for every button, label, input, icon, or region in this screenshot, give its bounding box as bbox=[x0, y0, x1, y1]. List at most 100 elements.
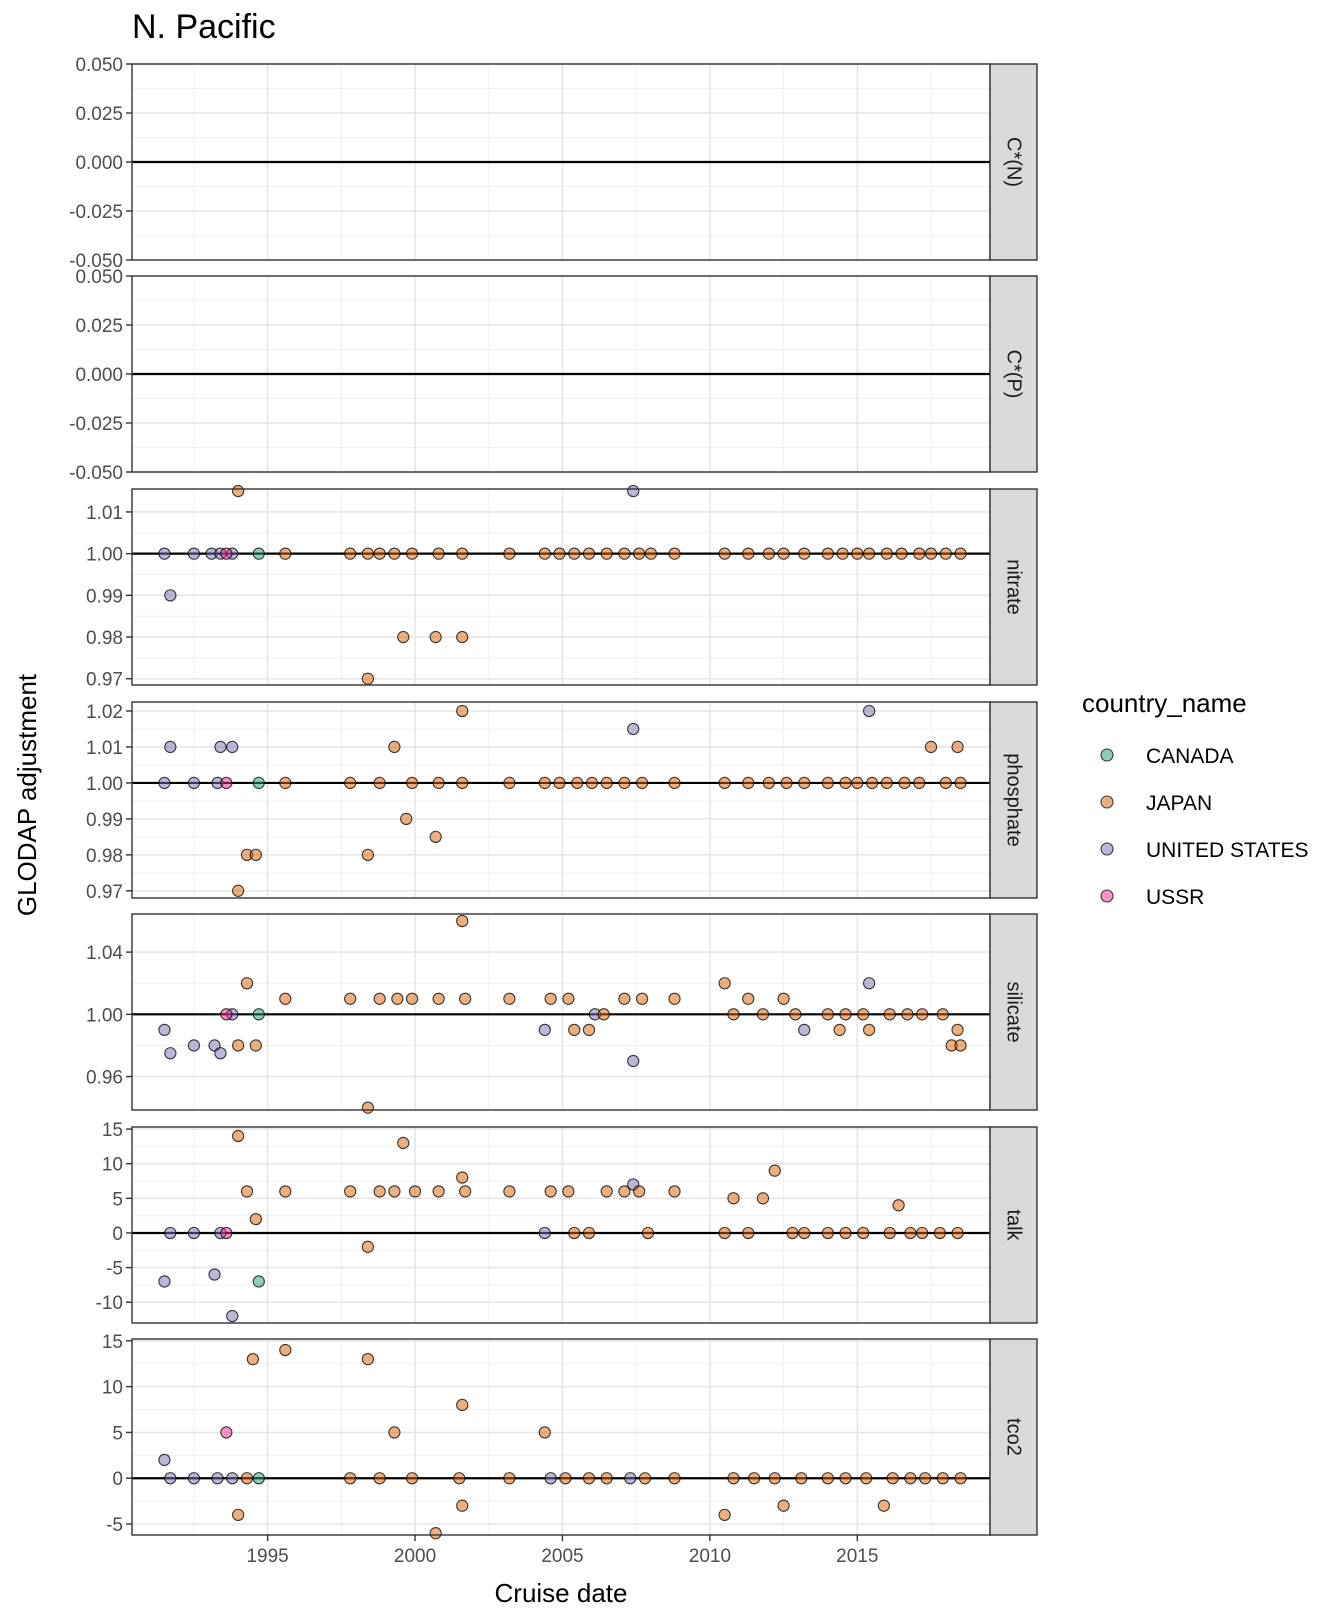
data-point-japan bbox=[916, 1008, 929, 1021]
data-point-japan bbox=[397, 630, 410, 644]
data-point-japan bbox=[231, 1508, 245, 1522]
data-point-japan bbox=[742, 547, 755, 560]
data-point-japan bbox=[373, 1185, 386, 1198]
data-point-japan bbox=[780, 776, 793, 790]
data-point-japan bbox=[635, 776, 649, 790]
facet-panels: 0.0500.0250.000-0.025-0.050C*(N)0.0500.0… bbox=[69, 55, 1038, 1540]
data-point-japan bbox=[668, 1472, 681, 1485]
data-point-japan bbox=[391, 992, 404, 1005]
data-point-united-states bbox=[627, 1054, 640, 1068]
y-tick-label: 0.050 bbox=[75, 55, 123, 76]
data-point-japan bbox=[373, 992, 386, 1005]
data-point-japan bbox=[886, 1472, 899, 1485]
data-point-japan bbox=[641, 1226, 655, 1240]
data-point-japan bbox=[857, 1226, 870, 1240]
data-point-japan bbox=[821, 1472, 834, 1485]
data-point-japan bbox=[459, 1185, 472, 1198]
data-point-japan bbox=[456, 547, 469, 560]
data-point-japan bbox=[635, 992, 649, 1005]
legend-item-ussr: USSR bbox=[1100, 886, 1204, 909]
data-point-japan bbox=[904, 1226, 917, 1240]
data-point-japan bbox=[344, 776, 357, 790]
data-point-japan bbox=[939, 776, 952, 790]
data-point-japan bbox=[459, 992, 472, 1005]
facet-strip bbox=[989, 488, 1038, 686]
data-point-japan bbox=[718, 547, 731, 560]
legend-key bbox=[1100, 889, 1114, 903]
data-point-japan bbox=[883, 1226, 896, 1240]
data-point-japan bbox=[582, 1023, 596, 1037]
data-point-canada bbox=[252, 1472, 265, 1485]
data-point-japan bbox=[727, 1192, 740, 1205]
data-point-japan bbox=[632, 547, 646, 560]
data-point-japan bbox=[582, 547, 596, 560]
data-point-ussr bbox=[220, 776, 233, 790]
data-point-japan bbox=[718, 776, 731, 790]
panel-silicate: 1.04 1.00 0.96 silicate bbox=[86, 913, 1038, 1114]
x-tick-label: 1995 bbox=[246, 1546, 288, 1567]
data-point-japan bbox=[795, 1472, 808, 1485]
data-point-japan bbox=[895, 547, 908, 560]
data-point-japan bbox=[456, 1398, 469, 1412]
data-point-japan bbox=[742, 992, 755, 1005]
data-point-united-states bbox=[862, 977, 876, 990]
data-point-japan bbox=[361, 672, 375, 685]
panel-background bbox=[132, 1127, 990, 1323]
y-tick-label: 0.025 bbox=[75, 104, 123, 125]
data-point-japan bbox=[954, 547, 967, 560]
data-point-united-states bbox=[226, 740, 239, 754]
data-point-japan bbox=[456, 704, 469, 718]
data-point-japan bbox=[453, 1472, 466, 1485]
y-axis-title: GLODAP adjustment bbox=[12, 673, 42, 916]
y-tick-label: 0.99 bbox=[86, 586, 123, 607]
data-point-japan bbox=[747, 1472, 761, 1485]
data-point-japan bbox=[405, 992, 419, 1005]
data-point-japan bbox=[456, 776, 469, 790]
data-point-japan bbox=[344, 1185, 357, 1198]
data-point-japan bbox=[768, 1164, 781, 1177]
y-tick-label: 1.01 bbox=[86, 503, 123, 524]
legend-item-united-states: UNITED STATES bbox=[1100, 839, 1309, 862]
data-point-japan bbox=[400, 812, 413, 826]
y-tick-label: -5 bbox=[106, 1259, 123, 1280]
y-tick-label: -5 bbox=[106, 1515, 123, 1536]
data-point-japan bbox=[924, 547, 938, 560]
data-point-united-states bbox=[164, 1047, 177, 1060]
data-point-japan bbox=[954, 776, 967, 790]
y-tick-label: 0.98 bbox=[86, 628, 123, 649]
y-tick-label: 0.97 bbox=[86, 882, 123, 903]
data-point-japan bbox=[762, 776, 776, 790]
y-tick-label: 1.00 bbox=[86, 545, 123, 566]
data-point-japan bbox=[503, 1185, 516, 1198]
data-point-ussr bbox=[220, 1008, 233, 1021]
data-point-japan bbox=[279, 992, 292, 1005]
data-point-japan bbox=[568, 547, 581, 560]
facet-strip-label: C*(P) bbox=[1003, 350, 1025, 399]
data-point-japan bbox=[388, 740, 401, 754]
data-point-japan bbox=[877, 1499, 891, 1512]
panel-c-p: 0.050 0.025 0.000 -0.025 -0.050 C*(P) bbox=[69, 267, 1038, 484]
facet-strip bbox=[989, 275, 1038, 473]
y-tick-label: 0.99 bbox=[86, 810, 123, 831]
data-point-japan bbox=[833, 1023, 846, 1037]
facet-strip-label: talk bbox=[1003, 1209, 1025, 1241]
facet-strip bbox=[989, 701, 1038, 899]
data-point-japan bbox=[618, 992, 631, 1005]
x-axis: 1995 2000 2005 2010 2015 bbox=[246, 1535, 878, 1567]
data-point-japan bbox=[727, 1008, 740, 1021]
data-point-japan bbox=[231, 1039, 245, 1052]
y-tick-label: -0.025 bbox=[69, 414, 123, 435]
y-tick-label: -0.050 bbox=[69, 251, 123, 272]
data-point-japan bbox=[821, 1008, 834, 1021]
data-point-united-states bbox=[158, 1453, 171, 1467]
y-tick-label: 1.00 bbox=[86, 1005, 123, 1026]
legend-label: USSR bbox=[1146, 886, 1204, 909]
data-point-united-states bbox=[624, 1472, 637, 1485]
y-tick-label: 0.98 bbox=[86, 846, 123, 867]
data-point-japan bbox=[388, 1426, 401, 1439]
data-point-japan bbox=[240, 1185, 254, 1198]
data-point-japan bbox=[851, 547, 864, 560]
data-point-japan bbox=[821, 1226, 834, 1240]
data-point-united-states bbox=[187, 1472, 201, 1485]
